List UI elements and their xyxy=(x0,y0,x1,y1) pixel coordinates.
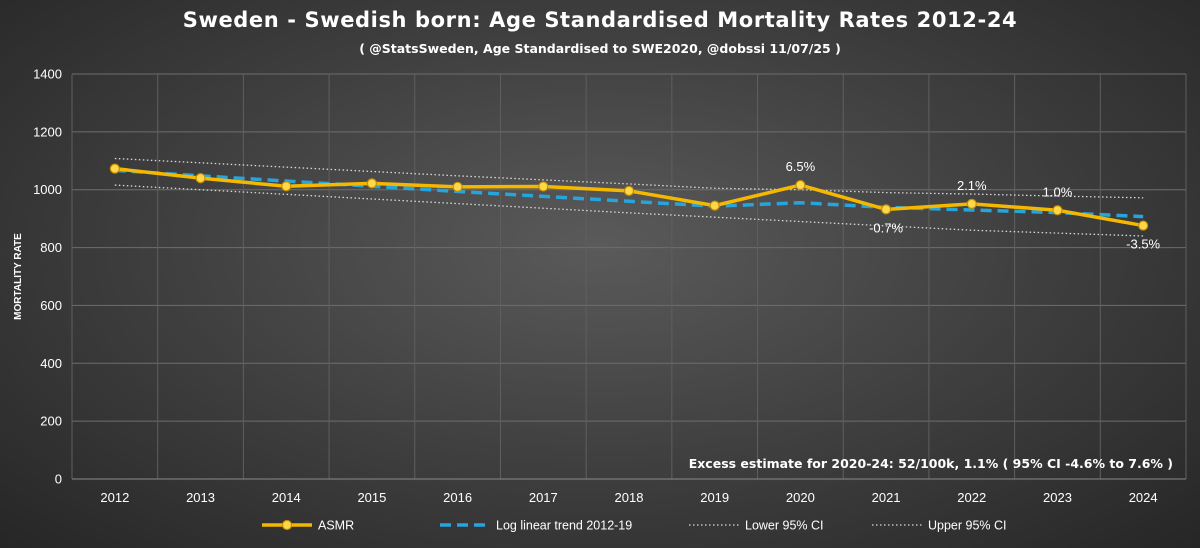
asmr-point xyxy=(880,204,892,215)
x-tick-label: 2019 xyxy=(700,490,729,505)
x-tick-label: 2017 xyxy=(529,490,558,505)
data-label: -0.7% xyxy=(869,220,903,235)
data-label: -3.5% xyxy=(1126,237,1160,252)
legend-label-upper-95-ci: Upper 95% CI xyxy=(928,519,1007,533)
legend-label-log-linear-trend-2012-19: Log linear trend 2012-19 xyxy=(496,519,632,533)
legend-label-lower-95-ci: Lower 95% CI xyxy=(745,519,824,533)
y-tick-label: 1400 xyxy=(33,67,62,82)
asmr-point xyxy=(281,181,292,192)
asmr-point xyxy=(109,163,120,174)
data-label: 2.1% xyxy=(957,178,987,193)
y-tick-label: 0 xyxy=(55,472,62,487)
x-tick-label: 2014 xyxy=(272,490,301,505)
y-tick-label: 600 xyxy=(40,298,62,313)
y-tick-label: 200 xyxy=(40,414,62,429)
x-tick-label: 2022 xyxy=(957,490,986,505)
x-tick-label: 2013 xyxy=(186,490,215,505)
asmr-point xyxy=(452,181,463,192)
asmr-point xyxy=(1052,205,1063,216)
x-tick-label: 2020 xyxy=(786,490,815,505)
x-tick-label: 2012 xyxy=(100,490,129,505)
legend-label-asmr: ASMR xyxy=(318,519,354,533)
y-tick-label: 1200 xyxy=(33,124,62,139)
y-tick-label: 400 xyxy=(40,356,62,371)
data-label: 6.5% xyxy=(786,159,816,174)
y-tick-label: 800 xyxy=(40,240,62,255)
asmr-point xyxy=(1138,220,1149,231)
x-tick-label: 2016 xyxy=(443,490,472,505)
x-tick-label: 2024 xyxy=(1129,490,1158,505)
legend-marker-asmr xyxy=(281,519,293,531)
x-tick-label: 2015 xyxy=(357,490,386,505)
asmr-point xyxy=(366,178,378,189)
y-tick-label: 1000 xyxy=(33,182,62,197)
x-tick-label: 2018 xyxy=(615,490,644,505)
asmr-point xyxy=(709,200,720,211)
x-tick-label: 2023 xyxy=(1043,490,1072,505)
asmr-point xyxy=(623,185,635,196)
series-line-log-linear-trend-2012-19 xyxy=(114,168,1144,219)
asmr-point xyxy=(195,173,206,184)
y-axis-title: MORTALITY RATE xyxy=(13,233,24,320)
asmr-point xyxy=(795,179,806,191)
asmr-point xyxy=(966,198,977,209)
x-tick-label: 2021 xyxy=(872,490,901,505)
chart-title: Sweden - Swedish born: Age Standardised … xyxy=(182,8,1018,32)
data-label: 1.0% xyxy=(1043,184,1073,199)
series-line-asmr xyxy=(114,166,1144,228)
asmr-point xyxy=(538,181,549,192)
chart-subtitle: ( @StatsSweden, Age Standardised to SWE2… xyxy=(359,41,841,56)
excess-annotation: Excess estimate for 2020-24: 52/100k, 1.… xyxy=(689,456,1173,471)
